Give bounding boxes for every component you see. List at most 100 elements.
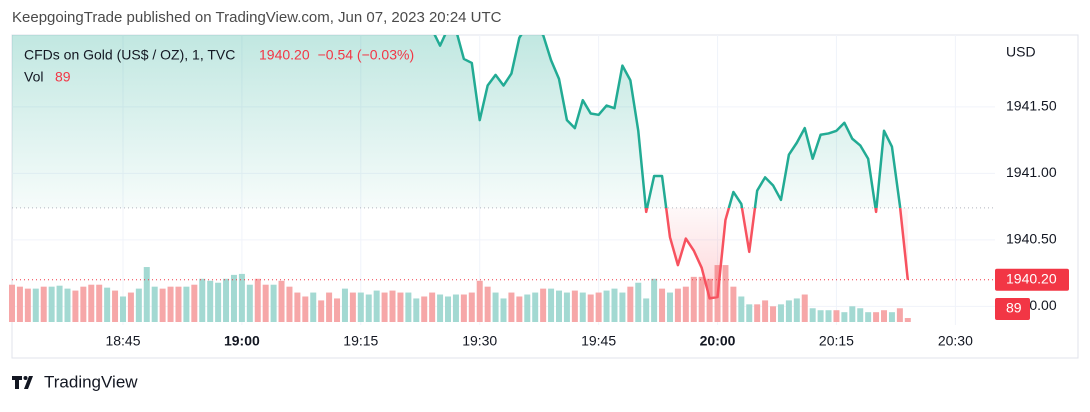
x-tick-label: 19:00 [224,333,260,349]
volume-bar [770,306,777,322]
volume-bar [754,304,761,322]
volume-bar [24,288,31,322]
volume-bar [904,318,911,322]
volume-bar [555,290,562,322]
volume-bar [500,298,507,322]
volume-bar [88,284,95,322]
last-price-box [995,268,1069,291]
volume-bar [595,292,602,322]
volume-bar [777,304,784,322]
volume-bar [389,290,396,322]
volume-bar [341,288,348,322]
volume-bar [72,290,79,322]
volume-pane [9,265,911,322]
volume-bar [659,288,666,322]
volume-bar [785,300,792,322]
volume-bar [666,292,673,322]
volume-bar [191,284,198,322]
volume-bar [294,292,301,322]
volume-bar [127,292,134,322]
volume-bar [698,276,705,322]
volume-bar [381,292,388,322]
price-line [433,35,910,300]
volume-bar [207,280,214,322]
volume-bar [563,292,570,322]
volume-bar [532,292,539,322]
symbol-name: CFDs on Gold (US$ / OZ), 1, TVC [24,47,235,63]
volume-bar [801,294,808,322]
volume-bar [373,290,380,322]
volume-bar [56,285,63,322]
x-tick-label: 20:15 [819,333,854,349]
volume-bar [413,298,420,322]
volume-bar [429,292,436,322]
volume-bar [215,282,222,322]
volume-bar [579,292,586,322]
volume-bar [183,286,190,322]
legend-volume: 89 [55,69,71,85]
volume-bar [508,292,515,322]
volume-bar [651,278,658,322]
legend-price: 1940.20 [259,47,310,63]
volume-bar [270,284,277,322]
volume-bar [452,294,459,322]
volume-bar [397,292,404,322]
volume-bar [706,278,713,322]
volume-bar [365,294,372,322]
volume-bar [135,288,142,322]
volume-bar [199,278,206,322]
volume-bar [762,300,769,322]
volume-bar [516,296,523,322]
volume-bar [603,290,610,322]
volume-bar [246,284,253,322]
volume-bar [627,286,634,322]
volume-bar [841,312,848,322]
volume-bar [548,288,555,322]
volume-bar [175,286,182,322]
volume-bar [357,292,364,322]
volume-bar [9,284,15,322]
volume-bar [674,288,681,322]
last-price-label: 1940.20 [1006,270,1057,286]
volume-bar [302,296,309,322]
x-tick-label: 19:15 [343,333,378,349]
area-fill [12,35,908,299]
volume-bar [619,292,626,322]
volume-bar [349,292,356,322]
volume-bar [310,292,317,322]
y-tick-label: 1940.50 [1006,231,1057,247]
volume-bar [104,287,111,322]
volume-last-label: 89 [1006,300,1022,316]
volume-bar [571,290,578,322]
volume-bar [857,308,864,322]
volume-bar [896,308,903,322]
volume-bar [476,280,483,322]
x-tick-label: 19:45 [581,333,616,349]
volume-bar [326,292,333,322]
volume-bar [849,306,856,322]
volume-bar [112,290,119,322]
volume-title: Vol [24,69,43,85]
y-tick-label: 1941.50 [1006,98,1057,114]
volume-bar [262,284,269,322]
volume-bar [143,267,150,322]
volume-bar [96,284,103,322]
volume-bar [690,276,697,322]
volume-bar [230,274,237,322]
volume-bar [873,312,880,322]
x-tick-label: 20:30 [938,333,973,349]
volume-bar [722,265,729,322]
logo-icon [12,376,33,389]
volume-bar [167,286,174,322]
volume-bar [738,296,745,322]
volume-bar [492,292,499,322]
volume-bar [445,296,452,322]
volume-bar [151,286,158,322]
publish-header: KeepgoingTrade published on TradingView.… [12,9,502,26]
volume-bar [524,294,531,322]
volume-bar [825,310,832,322]
volume-bar [286,286,293,322]
volume-bar [817,310,824,322]
volume-bar [48,286,55,322]
